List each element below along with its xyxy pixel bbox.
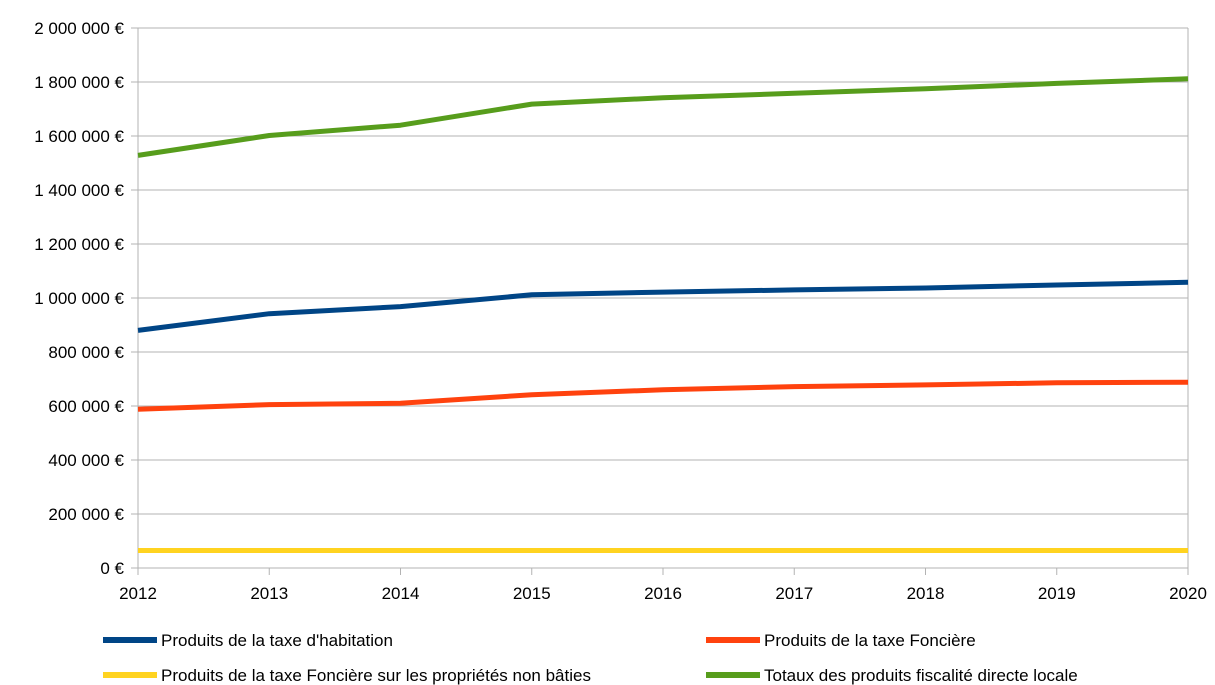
series-line-4 xyxy=(137,76,1189,158)
series-line-1 xyxy=(137,279,1189,333)
legend-item: Produits de la taxe Foncière sur les pro… xyxy=(103,666,591,685)
legend-label: Produits de la taxe d'habitation xyxy=(161,631,393,650)
y-tick-label: 1 000 000 € xyxy=(34,289,124,308)
x-tick-label: 2015 xyxy=(513,584,551,603)
axes xyxy=(131,27,1189,575)
legend: Produits de la taxe d'habitation Produits… xyxy=(103,631,1078,685)
legend-item: Totaux des produits fiscalité directe lo… xyxy=(706,666,1078,685)
y-tick-label: 200 000 € xyxy=(48,505,124,524)
series-line-2 xyxy=(137,379,1189,412)
x-tick-labels: 2012 2013 2014 2015 2016 2017 2018 2019 2020 xyxy=(119,584,1207,603)
y-tick-label: 600 000 € xyxy=(48,397,124,416)
legend-item: Produits de la taxe d'habitation xyxy=(103,631,393,650)
x-tick-label: 2020 xyxy=(1169,584,1207,603)
y-tick-labels: 0 € 200 000 € 400 000 € 600 000 € 800 000 € 1… xyxy=(34,19,124,578)
y-tick-label: 2 000 000 € xyxy=(34,19,124,38)
legend-label: Produits de la taxe Foncière xyxy=(764,631,976,650)
x-tick-label: 2013 xyxy=(250,584,288,603)
y-tick-label: 800 000 € xyxy=(48,343,124,362)
x-tick-label: 2014 xyxy=(382,584,420,603)
y-tick-label: 1 600 000 € xyxy=(34,127,124,146)
legend-item: Produits de la taxe Foncière xyxy=(706,631,976,650)
x-tick-label: 2018 xyxy=(907,584,945,603)
x-tick-label: 2019 xyxy=(1038,584,1076,603)
legend-label: Produits de la taxe Foncière sur les pro… xyxy=(161,666,591,685)
y-tick-label: 400 000 € xyxy=(48,451,124,470)
y-tick-label: 1 400 000 € xyxy=(34,181,124,200)
x-tick-label: 2016 xyxy=(644,584,682,603)
y-tick-label: 1 200 000 € xyxy=(34,235,124,254)
series-lines xyxy=(137,76,1189,553)
legend-label: Totaux des produits fiscalité directe lo… xyxy=(764,666,1078,685)
y-tick-label: 0 € xyxy=(100,559,124,578)
y-tick-label: 1 800 000 € xyxy=(34,73,124,92)
grid-lines xyxy=(138,27,1188,569)
x-tick-label: 2017 xyxy=(775,584,813,603)
x-tick-label: 2012 xyxy=(119,584,157,603)
